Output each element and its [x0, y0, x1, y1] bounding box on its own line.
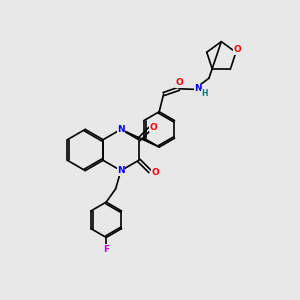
Text: N: N [117, 166, 125, 175]
Text: N: N [117, 125, 125, 134]
Text: O: O [150, 122, 158, 131]
Text: O: O [176, 78, 183, 87]
Text: O: O [151, 169, 159, 178]
Text: O: O [233, 45, 241, 54]
Text: H: H [201, 89, 208, 98]
Text: F: F [103, 245, 109, 254]
Text: N: N [194, 84, 202, 93]
